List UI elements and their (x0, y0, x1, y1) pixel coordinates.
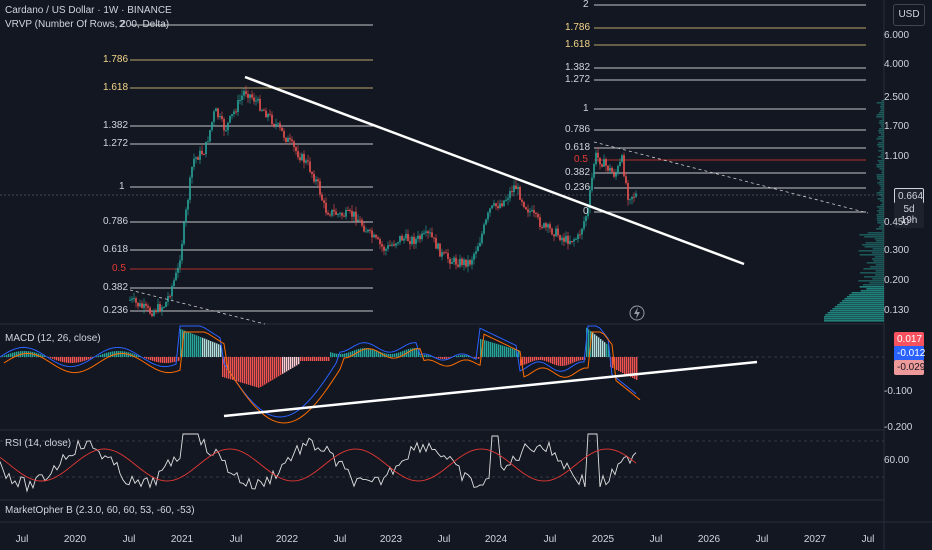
price-tick: 0.300 (884, 245, 910, 256)
price-tick: 0.200 (884, 275, 910, 286)
time-label: 2021 (170, 534, 194, 545)
countdown-badge: 5d 19h (894, 202, 924, 228)
fib-label: 1.272 (103, 138, 129, 149)
fib-label: 0.382 (565, 167, 591, 178)
currency-button[interactable]: USD (893, 4, 925, 26)
fib-label: 1.618 (103, 82, 129, 93)
volume-profile (824, 100, 884, 322)
indicator-title[interactable]: VRVP (Number Of Rows, 200, Delta) (5, 19, 170, 30)
fib-label: 1 (119, 181, 125, 192)
time-label: Jul (229, 534, 243, 545)
time-label: 2022 (275, 534, 299, 545)
time-label: Jul (755, 534, 769, 545)
macd-title[interactable]: MACD (12, 26, close) (5, 333, 101, 344)
price-candles (129, 85, 637, 318)
macd-ascending-trendline[interactable] (223, 360, 758, 418)
time-label: Jul (649, 534, 663, 545)
fib-label: 0.5 (574, 154, 588, 165)
rsi-line (0, 433, 637, 493)
macd-axis-tick: -0.200 (884, 422, 913, 433)
fib-label: 0 (583, 206, 589, 217)
fib-label: 0.5 (112, 263, 126, 274)
bottom-indicator-title[interactable]: MarketOpher B (2.3.0, 60, 60, 53, -60, -… (5, 505, 195, 516)
fib-label: 1.786 (103, 54, 129, 65)
fib-label: 0.618 (565, 142, 591, 153)
macd-value-badge: -0.029 (894, 360, 925, 375)
price-tick: 4.000 (884, 59, 910, 70)
time-label: Jul (15, 534, 29, 545)
fib-label: 0.786 (565, 124, 591, 135)
price-tick: 1.100 (884, 151, 910, 162)
dashed-trendline-left[interactable] (129, 289, 266, 325)
descending-trendline[interactable] (244, 75, 745, 266)
macd-line (0, 325, 637, 418)
fib-label: 0.786 (103, 216, 129, 227)
lightning-icon[interactable] (629, 305, 645, 321)
chart-header: Cardano / US Dollar · 1W · BINANCE VRVP … (5, 4, 172, 32)
fib-label: 2 (583, 0, 589, 10)
price-tick: 0.130 (884, 305, 910, 316)
time-label: 2026 (697, 534, 721, 545)
time-label: 2025 (591, 534, 615, 545)
fib-label: 1.382 (103, 120, 129, 131)
time-label: 2027 (803, 534, 827, 545)
rsi-axis-tick: 60.00 (884, 455, 910, 466)
fib-label: 1.618 (565, 39, 591, 50)
macd-value-badge: -0.012 (894, 346, 925, 361)
price-tick: 1.700 (884, 121, 910, 132)
time-label: Jul (122, 534, 136, 545)
time-label: 2020 (63, 534, 87, 545)
time-label: Jul (861, 534, 875, 545)
price-tick: 2.500 (884, 92, 910, 103)
time-label: Jul (333, 534, 347, 545)
macd-value-badge: 0.017 (894, 332, 924, 347)
symbol-title[interactable]: Cardano / US Dollar · 1W · BINANCE (5, 5, 172, 16)
time-label: Jul (543, 534, 557, 545)
fib-label: 1.382 (565, 62, 591, 73)
fib-label: 1.272 (565, 74, 591, 85)
time-label: 2024 (484, 534, 508, 545)
macd-axis-tick: -0.100 (884, 386, 913, 397)
fib-label: 1.786 (565, 22, 591, 33)
fib-label: 0.236 (565, 182, 591, 193)
price-tick: 6.000 (884, 30, 910, 41)
fib-retracement-right[interactable] (594, 4, 866, 213)
fib-retracement-left[interactable] (130, 24, 373, 312)
time-label: 2023 (379, 534, 403, 545)
fib-label: 1 (583, 103, 589, 114)
fib-label: 0.382 (103, 282, 129, 293)
fib-label: 2 (119, 19, 125, 30)
signal-line (3, 331, 641, 424)
dashed-trendline-right[interactable] (593, 141, 869, 214)
fib-label: 0.618 (103, 244, 129, 255)
time-label: Jul (437, 534, 451, 545)
fib-label: 0.236 (103, 305, 129, 316)
rsi-title[interactable]: RSI (14, close) (5, 438, 72, 449)
rsi-ma-line (0, 448, 637, 482)
price-tick: 0.450 (884, 217, 910, 228)
